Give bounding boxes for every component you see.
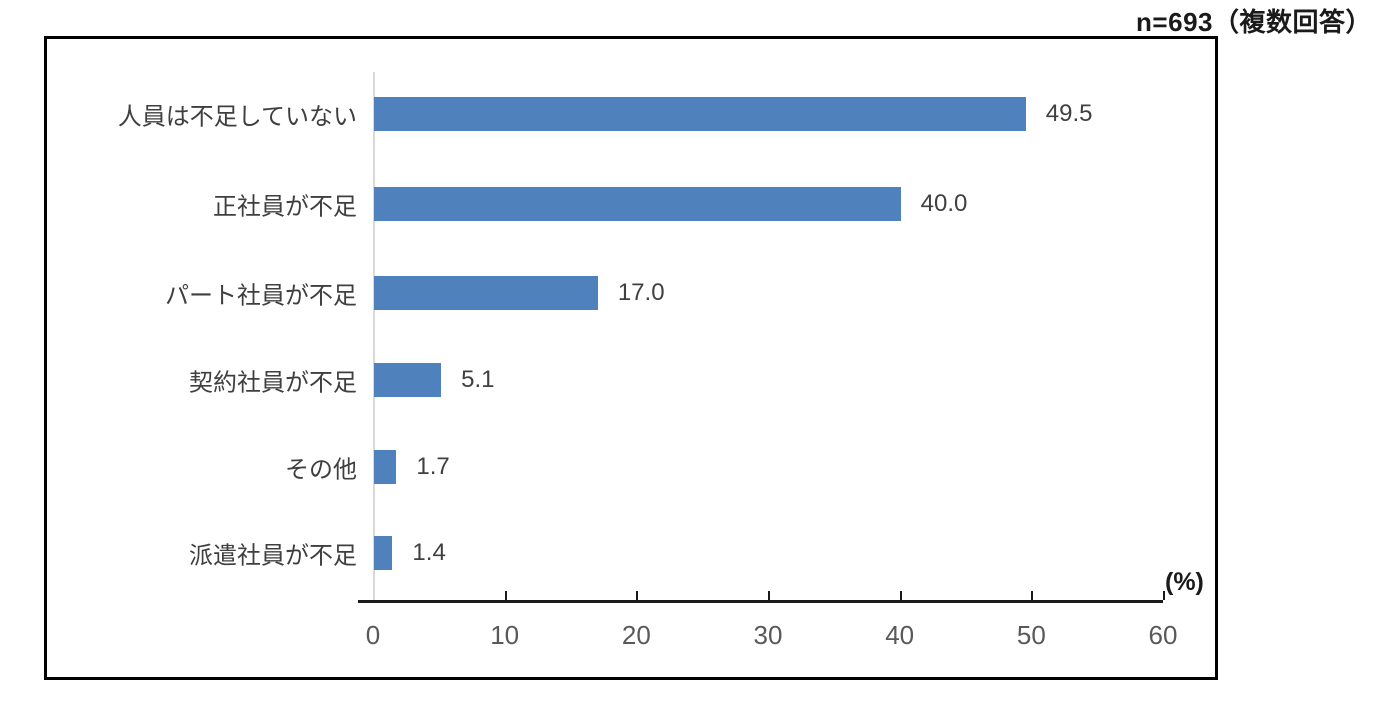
chart-row: その他 1.7 xyxy=(47,450,1215,484)
x-tick-label: 20 xyxy=(621,620,651,650)
bar xyxy=(374,187,901,221)
value-label: 17.0 xyxy=(617,279,665,306)
value-label: 40.0 xyxy=(920,190,968,217)
bar xyxy=(374,363,442,397)
category-label: パート社員が不足 xyxy=(165,282,357,310)
value-label: 5.1 xyxy=(461,366,495,393)
bar xyxy=(374,450,397,484)
value-label: 49.5 xyxy=(1045,100,1093,127)
category-label: 契約社員が不足 xyxy=(189,369,357,397)
bar xyxy=(374,536,393,570)
chart-row: 人員は不足していない 49.5 xyxy=(47,97,1215,131)
category-label: 正社員が不足 xyxy=(213,193,357,221)
bar xyxy=(374,97,1026,131)
value-label: 1.4 xyxy=(412,539,446,566)
x-tick-label: 50 xyxy=(1016,620,1046,650)
chart-frame: 0 10 20 30 40 50 60 人員は不足していない 49.5 正社員が不足 40.0 パー… xyxy=(44,36,1218,680)
y-axis-line xyxy=(373,72,375,600)
x-tick xyxy=(1163,591,1165,600)
x-tick-label: 0 xyxy=(365,620,381,650)
value-label: 1.7 xyxy=(416,453,450,480)
category-label: その他 xyxy=(285,456,357,484)
x-tick xyxy=(504,591,507,600)
x-tick xyxy=(899,591,902,600)
chart-row: 契約社員が不足 5.1 xyxy=(47,363,1215,397)
category-label: 人員は不足していない xyxy=(117,103,357,131)
x-tick xyxy=(768,591,770,600)
x-tick-label: 60 xyxy=(1148,620,1178,650)
x-tick xyxy=(1031,591,1034,600)
bar xyxy=(374,276,598,310)
sample-size-note: n=693（複数回答） xyxy=(1136,7,1372,37)
x-axis-line xyxy=(358,600,1163,603)
x-tick xyxy=(636,591,639,600)
chart-row: 派遣社員が不足 1.4 xyxy=(47,536,1215,570)
chart-row: 正社員が不足 40.0 xyxy=(47,187,1215,221)
x-tick-label: 10 xyxy=(490,620,520,650)
chart-row: パート社員が不足 17.0 xyxy=(47,276,1215,310)
x-tick-label: 30 xyxy=(753,620,783,650)
axis-unit-label: (%) xyxy=(1165,568,1204,596)
x-tick-label: 40 xyxy=(885,620,915,650)
category-label: 派遣社員が不足 xyxy=(189,542,357,570)
